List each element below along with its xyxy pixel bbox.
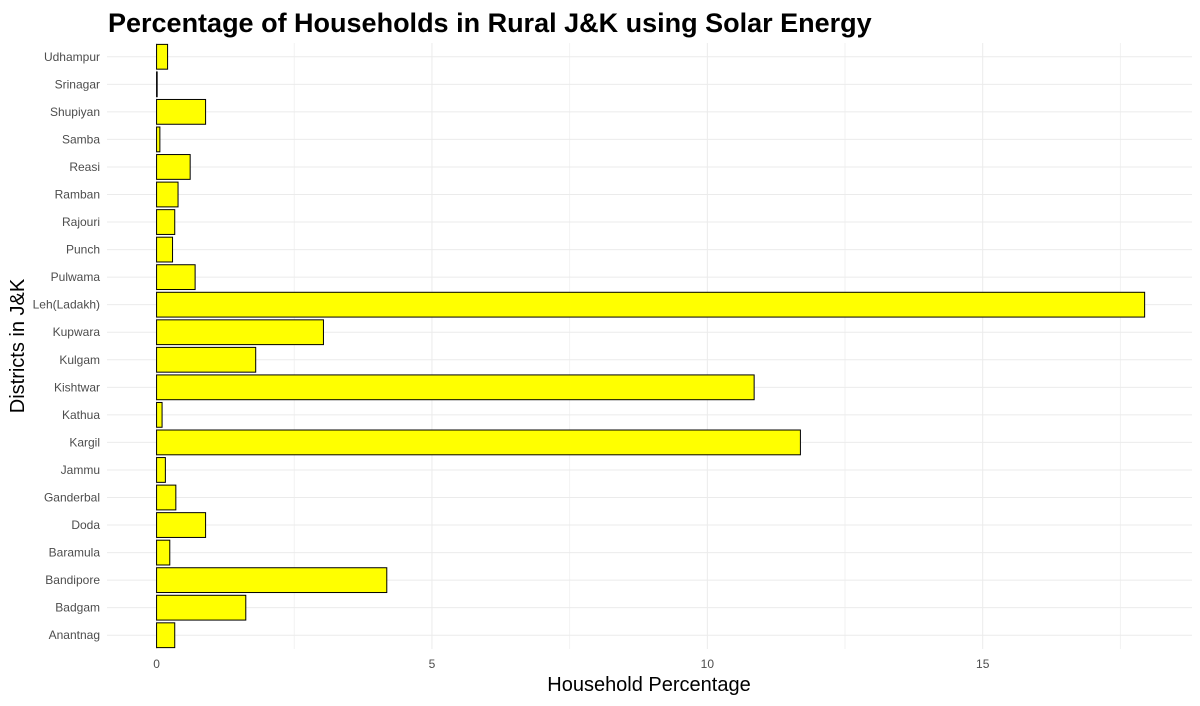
y-tick-label: Doda: [71, 518, 100, 532]
y-tick-label: Udhampur: [44, 50, 100, 64]
y-tick-label: Kathua: [62, 408, 100, 422]
y-tick-label: Badgam: [55, 601, 100, 615]
bar-srinagar: [156, 71, 158, 98]
y-tick-label: Jammu: [61, 463, 100, 477]
bars: [156, 43, 1146, 649]
x-tick-label: 0: [153, 657, 160, 671]
bar-pulwama: [156, 264, 196, 291]
bar-kulgam: [156, 346, 257, 373]
bar-badgam: [156, 594, 247, 621]
bar-leh-ladakh: [156, 291, 1146, 318]
y-tick-label: Kupwara: [53, 325, 101, 339]
bar-ramban: [156, 181, 179, 208]
y-tick-label: Srinagar: [55, 77, 100, 91]
y-tick-label: Pulwama: [51, 270, 101, 284]
bar-samba: [156, 126, 161, 153]
y-tick-label: Anantnag: [49, 628, 100, 642]
x-tick-labels: 0 5 10 15: [153, 657, 989, 671]
y-axis-title: Districts in J&K: [7, 278, 29, 413]
grid-lines: [107, 43, 1192, 649]
y-tick-label: Ganderbal: [44, 491, 100, 505]
chart-title: Percentage of Households in Rural J&K us…: [108, 8, 872, 38]
y-tick-label: Punch: [66, 243, 100, 257]
bar-baramula: [156, 539, 171, 566]
y-tick-labels: Anantnag Badgam Bandipore Baramula Doda Gande…: [33, 50, 101, 642]
y-tick-label: Rajouri: [62, 215, 100, 229]
bar-reasi: [156, 154, 191, 180]
x-axis-title: Household Percentage: [547, 674, 750, 696]
bar-kupwara: [156, 319, 324, 346]
bar-doda: [156, 512, 207, 538]
bar-kargil: [156, 429, 801, 456]
y-tick-label: Samba: [62, 132, 100, 146]
y-tick-label: Bandipore: [45, 573, 100, 587]
bar-ganderbal: [156, 484, 177, 511]
bar-kishtwar: [156, 374, 755, 401]
y-tick-label: Leh(Ladakh): [33, 298, 100, 312]
x-tick-label: 15: [976, 657, 990, 671]
x-tick-label: 5: [429, 657, 436, 671]
bar-shupiyan: [156, 98, 207, 125]
bar-jammu: [156, 457, 166, 483]
y-tick-label: Shupiyan: [50, 105, 100, 119]
y-tick-label: Kishtwar: [54, 380, 100, 394]
y-tick-label: Kulgam: [59, 353, 100, 367]
bar-bandipore: [156, 567, 388, 594]
bar-udhampur: [156, 43, 169, 70]
bar-punch: [156, 236, 174, 263]
y-tick-label: Baramula: [49, 546, 101, 560]
x-tick-label: 10: [701, 657, 715, 671]
bar-kathua: [156, 401, 163, 428]
bar-anantnag: [156, 622, 176, 649]
bar-rajouri: [156, 209, 176, 235]
y-tick-label: Reasi: [69, 160, 100, 174]
y-tick-label: Ramban: [55, 188, 100, 202]
y-tick-label: Kargil: [69, 435, 100, 449]
